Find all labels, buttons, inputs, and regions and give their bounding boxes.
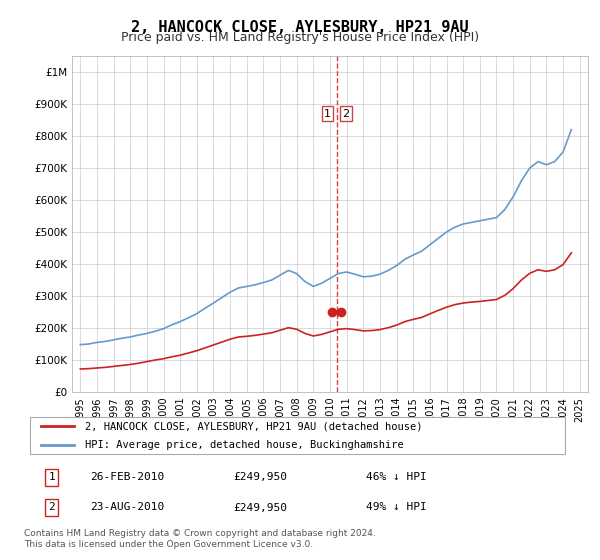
FancyBboxPatch shape xyxy=(29,417,565,454)
Text: HPI: Average price, detached house, Buckinghamshire: HPI: Average price, detached house, Buck… xyxy=(85,440,403,450)
Text: 1: 1 xyxy=(324,109,331,119)
Text: 2: 2 xyxy=(48,502,55,512)
Text: Price paid vs. HM Land Registry's House Price Index (HPI): Price paid vs. HM Land Registry's House … xyxy=(121,31,479,44)
Text: 1: 1 xyxy=(48,472,55,482)
Text: 46% ↓ HPI: 46% ↓ HPI xyxy=(366,472,427,482)
Text: £249,950: £249,950 xyxy=(234,502,288,512)
Text: £249,950: £249,950 xyxy=(234,472,288,482)
Text: 2: 2 xyxy=(342,109,349,119)
Text: 2, HANCOCK CLOSE, AYLESBURY, HP21 9AU: 2, HANCOCK CLOSE, AYLESBURY, HP21 9AU xyxy=(131,20,469,35)
Text: 26-FEB-2010: 26-FEB-2010 xyxy=(90,472,164,482)
Text: Contains HM Land Registry data © Crown copyright and database right 2024.
This d: Contains HM Land Registry data © Crown c… xyxy=(24,529,376,549)
Text: 23-AUG-2010: 23-AUG-2010 xyxy=(90,502,164,512)
Text: 2, HANCOCK CLOSE, AYLESBURY, HP21 9AU (detached house): 2, HANCOCK CLOSE, AYLESBURY, HP21 9AU (d… xyxy=(85,421,422,431)
Text: 49% ↓ HPI: 49% ↓ HPI xyxy=(366,502,427,512)
